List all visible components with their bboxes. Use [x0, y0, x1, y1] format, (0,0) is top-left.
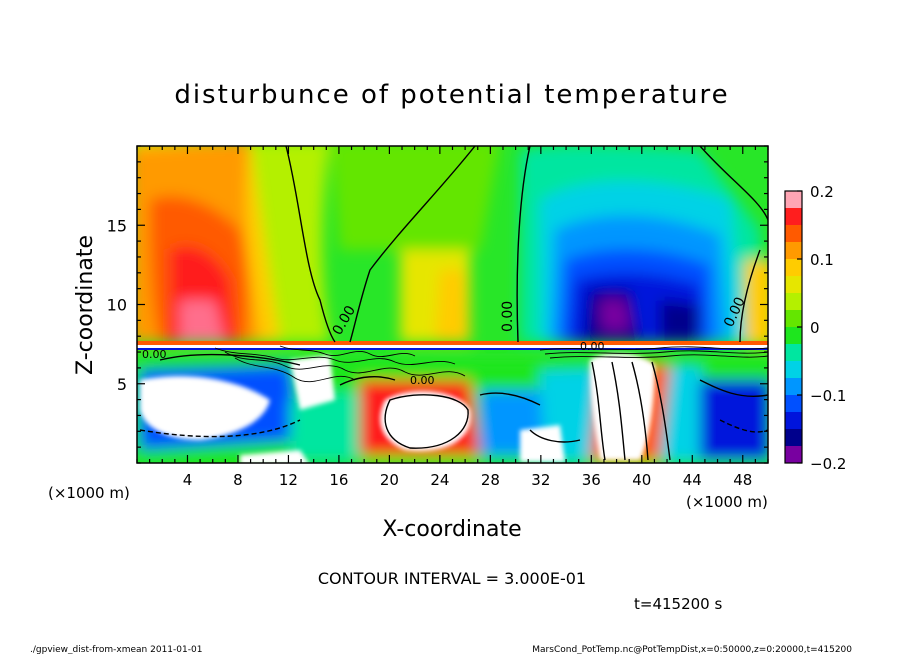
x-tick-label: 8	[233, 471, 243, 489]
colorbar-swatch	[785, 276, 802, 294]
colorbar-swatch	[785, 361, 802, 379]
y-tick-label: 5	[117, 375, 127, 394]
colorbar-tick-label: −0.2	[810, 455, 846, 473]
chart-title: disturbunce of potential temperature	[174, 80, 729, 110]
heatmap-field	[137, 146, 768, 463]
contour-label: 0.00	[580, 340, 605, 353]
contour-interval-label: CONTOUR INTERVAL = 3.000E-01	[318, 569, 586, 588]
time-label: t=415200 s	[634, 595, 722, 613]
contour-label: 0.00	[142, 348, 167, 361]
colorbar-swatch	[785, 225, 802, 243]
colorbar-swatch	[785, 310, 802, 328]
colorbar-swatch	[785, 429, 802, 447]
colorbar-swatch	[785, 191, 802, 209]
contour-label: 0.00	[500, 301, 516, 332]
x-tick-label: 40	[632, 471, 651, 489]
x-tick-label: 24	[430, 471, 449, 489]
colorbar-tick-label: 0.2	[810, 183, 834, 201]
colorbar-swatch	[785, 208, 802, 226]
colorbar-tick-label: 0.1	[810, 251, 834, 269]
colorbar-ticks: 0.2 0.1 0 −0.1 −0.2	[797, 183, 846, 473]
x-tick-label: 32	[531, 471, 550, 489]
colorbar-swatch	[785, 446, 802, 464]
contour-label: 0.00	[410, 374, 435, 387]
x-axis-label: X-coordinate	[382, 517, 521, 542]
x-tick-label: 12	[279, 471, 298, 489]
interface-contours	[214, 345, 768, 383]
colorbar-swatch	[785, 293, 802, 311]
colorbar-swatch	[785, 259, 802, 277]
colorbar-swatch	[785, 395, 802, 413]
x-axis: 4 8 12 16 20 24 28 32 36 40 44 48	[136, 146, 769, 489]
x-axis-unit-right: (×1000 m)	[686, 493, 768, 511]
colorbar-swatch	[785, 378, 802, 396]
colorbar-swatch	[785, 412, 802, 430]
y-tick-label: 10	[107, 296, 127, 315]
x-tick-label: 16	[329, 471, 348, 489]
colorbar-swatch	[785, 242, 802, 260]
colorbar-swatch	[785, 327, 802, 345]
y-axis: 5 10 15	[107, 145, 768, 464]
x-tick-label: 48	[733, 471, 752, 489]
x-axis-unit: (×1000 m)	[48, 484, 130, 502]
x-tick-label: 44	[683, 471, 702, 489]
y-axis-label: Z-coordinate	[73, 235, 98, 375]
colorbar-tick-label: −0.1	[810, 387, 846, 405]
contour-lines	[139, 146, 768, 461]
colorbar-tick-label: 0	[810, 319, 820, 337]
colorbar-swatch	[785, 344, 802, 362]
footer-left-text: ./gpview_dist-from-xmean 2011-01-01	[30, 645, 202, 654]
x-tick-label: 28	[481, 471, 500, 489]
y-tick-label: 15	[107, 216, 127, 235]
footer-right-text: MarsCond_PotTemp.nc@PotTempDist,x=0:5000…	[532, 645, 852, 654]
x-tick-label: 20	[380, 471, 399, 489]
x-tick-label: 36	[582, 471, 601, 489]
x-tick-label: 4	[183, 471, 193, 489]
